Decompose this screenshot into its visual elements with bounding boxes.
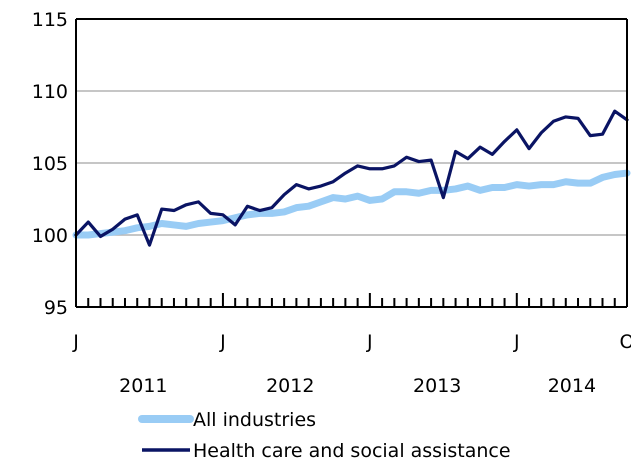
gridlines <box>76 90 627 236</box>
series-lines <box>72 109 631 247</box>
x-tick-label-2012-01: J <box>219 331 226 353</box>
axes <box>75 18 628 308</box>
y-tick-label-95: 95 <box>44 297 68 319</box>
y-axis-labels: 95 100 105 110 115 <box>32 9 68 319</box>
y-tick-label-110: 110 <box>32 81 68 103</box>
legend-label-all-industries: All industries <box>193 409 316 431</box>
year-label-2011: 2011 <box>119 375 167 397</box>
x-tick-label-2014-01: J <box>513 331 520 353</box>
x-tick-label-2011-01: J <box>72 331 79 353</box>
series-line-all-industries <box>72 169 631 239</box>
legend-label-health-care: Health care and social assistance <box>193 440 511 462</box>
x-tick-label-2013-01: J <box>366 331 373 353</box>
y-tick-label-115: 115 <box>32 9 68 31</box>
y-tick-label-100: 100 <box>32 225 68 247</box>
x-axis-ticks <box>75 293 628 307</box>
x-tick-label-2014-10: O <box>620 331 631 353</box>
year-labels: 2011 2012 2013 2014 <box>119 375 596 397</box>
series-line-health-care <box>74 109 629 247</box>
year-label-2014: 2014 <box>548 375 596 397</box>
year-label-2012: 2012 <box>266 375 314 397</box>
year-label-2013: 2013 <box>413 375 461 397</box>
legend: All industries Health care and social ass… <box>138 409 511 462</box>
y-tick-label-105: 105 <box>32 153 68 175</box>
